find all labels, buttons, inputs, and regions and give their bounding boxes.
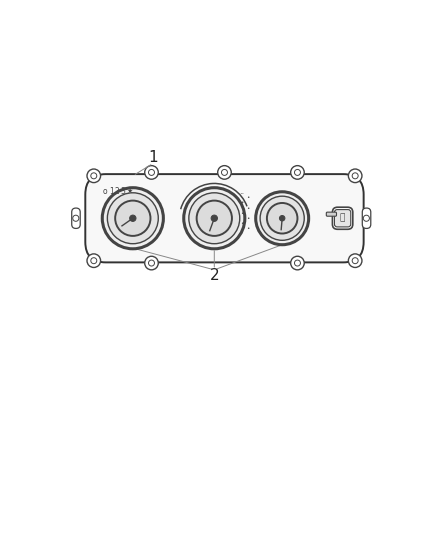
FancyBboxPatch shape [362, 208, 371, 229]
FancyBboxPatch shape [332, 207, 353, 229]
Circle shape [145, 166, 158, 179]
Text: •: • [240, 221, 243, 226]
Text: •: • [246, 216, 249, 221]
Circle shape [130, 215, 136, 221]
Circle shape [115, 200, 151, 236]
Text: ⬛: ⬛ [340, 214, 345, 223]
Text: 1: 1 [148, 150, 158, 165]
FancyBboxPatch shape [72, 208, 80, 229]
Circle shape [279, 215, 285, 221]
Text: •: • [240, 211, 243, 216]
Circle shape [91, 173, 97, 179]
Circle shape [222, 169, 227, 175]
Text: 2: 2 [209, 269, 219, 284]
Circle shape [87, 169, 101, 183]
Text: •: • [246, 226, 249, 231]
Circle shape [260, 196, 304, 240]
Circle shape [211, 215, 218, 221]
Circle shape [107, 193, 158, 244]
Text: ★: ★ [127, 188, 133, 194]
Circle shape [91, 257, 97, 264]
Circle shape [294, 169, 300, 175]
FancyBboxPatch shape [85, 174, 364, 262]
Circle shape [73, 215, 79, 221]
Circle shape [352, 173, 358, 179]
Circle shape [218, 166, 231, 179]
Text: •: • [240, 200, 243, 206]
Circle shape [363, 215, 369, 221]
FancyBboxPatch shape [335, 209, 351, 227]
Text: 3: 3 [120, 187, 125, 196]
Circle shape [184, 188, 245, 249]
Text: o: o [102, 187, 107, 196]
Circle shape [294, 260, 300, 266]
Circle shape [148, 260, 155, 266]
Circle shape [102, 188, 163, 249]
Text: •: • [246, 196, 249, 200]
Circle shape [87, 254, 101, 268]
Circle shape [189, 193, 240, 244]
Text: •: • [246, 206, 249, 211]
Circle shape [256, 192, 309, 245]
FancyBboxPatch shape [326, 212, 336, 216]
Circle shape [352, 257, 358, 264]
Circle shape [348, 169, 362, 183]
Circle shape [197, 200, 232, 236]
Text: 2: 2 [114, 187, 119, 196]
Circle shape [267, 203, 297, 233]
Circle shape [148, 169, 155, 175]
Text: ··: ·· [239, 190, 244, 199]
Circle shape [348, 254, 362, 268]
Circle shape [291, 166, 304, 179]
Circle shape [145, 256, 158, 270]
Circle shape [291, 256, 304, 270]
Text: 1: 1 [109, 187, 114, 196]
